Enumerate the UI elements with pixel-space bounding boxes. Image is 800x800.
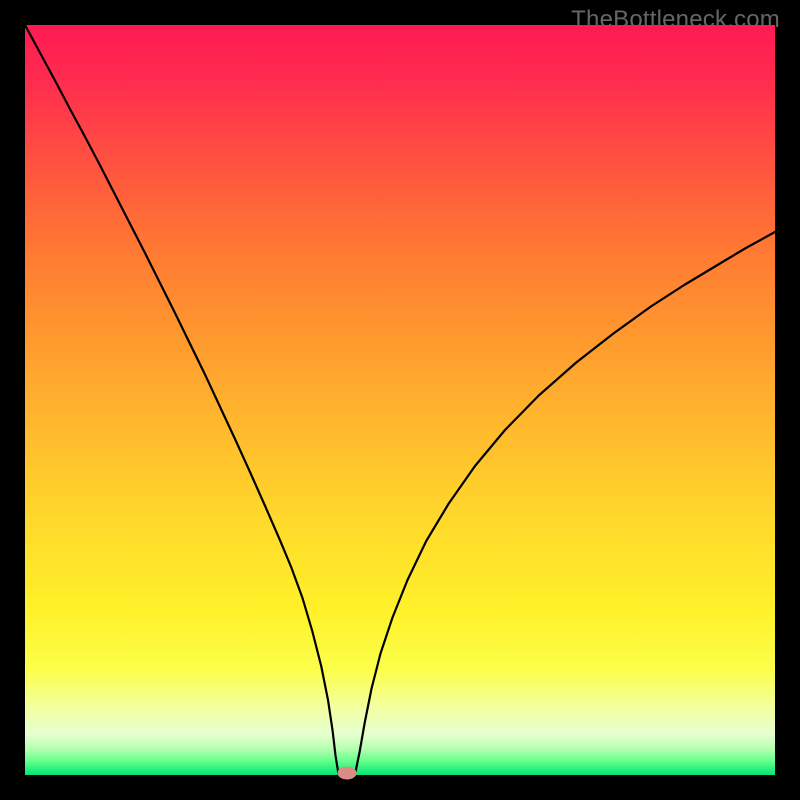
minimum-marker — [337, 766, 356, 779]
plot-svg — [25, 25, 775, 775]
outer-frame: TheBottleneck.com — [0, 0, 800, 800]
plot-area — [25, 25, 775, 775]
gradient-background — [25, 25, 775, 775]
